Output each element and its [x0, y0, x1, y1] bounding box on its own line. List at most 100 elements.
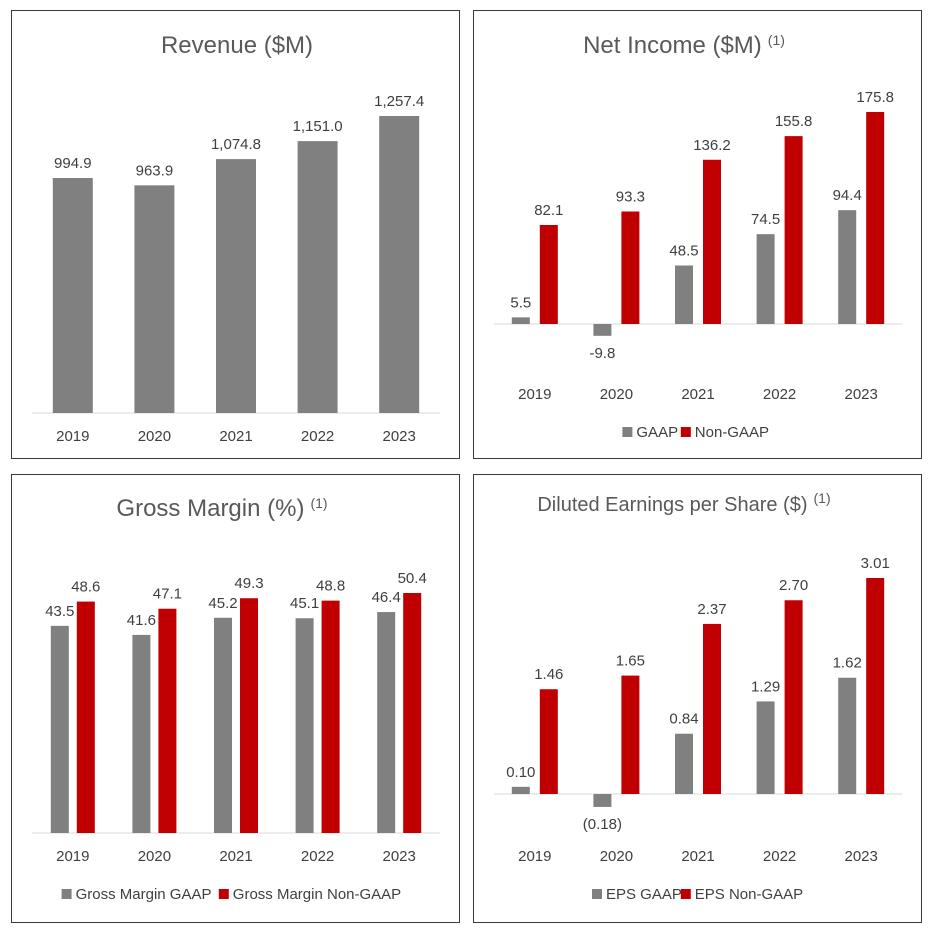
bar-gross-margin-non-gaap-2022 [321, 600, 340, 833]
legend-swatch [680, 889, 691, 899]
data-label: 5.5 [510, 294, 531, 311]
legend-swatch [680, 427, 691, 437]
legend-label: Gross Margin Non-GAAP [233, 886, 401, 903]
x-tick-label: 2021 [681, 386, 714, 403]
data-label: 74.5 [751, 211, 780, 228]
bar-eps-gaap-2019 [511, 786, 530, 794]
x-tick-label: 2019 [518, 848, 551, 865]
bar-gross-margin-non-gaap-2023 [403, 593, 422, 833]
legend-label: EPS GAAP [606, 886, 682, 903]
legend-label: EPS Non-GAAP [695, 886, 803, 903]
data-label: 0.84 [669, 711, 698, 728]
x-tick-label: 2019 [518, 386, 551, 403]
footnote-marker: (1) [768, 32, 785, 48]
data-label: 48.8 [316, 578, 345, 595]
bar-eps-gaap-2020 [593, 794, 612, 807]
x-tick-label: 2023 [383, 848, 416, 865]
bar-gross-margin-gaap-2021 [214, 617, 232, 833]
x-tick-label: 2019 [56, 428, 89, 445]
legend-swatch [218, 889, 229, 899]
gross-margin-chart-panel: Gross Margin (%) (1) 43.5 48.6 2019 41.6 47.1 2… [11, 474, 460, 923]
bar-non-gaap-2021 [703, 159, 721, 324]
bar-non-gaap-2022 [784, 136, 803, 324]
revenue-svg: Revenue ($M) 994.9 2019 963.9 2020 1,074.8 202… [32, 32, 440, 445]
bar-non-gaap-2019 [539, 224, 558, 324]
net-income-chart-panel: Net Income ($M) (1) 5.5 82.1 2019 -9.8 93.3 202… [473, 10, 922, 459]
bar-gaap-2021 [675, 265, 693, 324]
x-tick-label: 2020 [600, 386, 633, 403]
x-tick-label: 2021 [219, 428, 252, 445]
bar-gross-margin-gaap-2019 [50, 625, 69, 833]
data-label: 1.46 [534, 666, 563, 683]
data-label: -9.8 [589, 345, 615, 362]
data-label: 45.2 [208, 595, 237, 612]
footnote-marker: (1) [814, 490, 831, 506]
data-label: 46.4 [372, 589, 401, 606]
bar-non-gaap-2023 [866, 112, 885, 324]
bar-revenue-2021 [216, 159, 256, 413]
bar-eps-non-gaap-2019 [539, 689, 558, 794]
x-tick-label: 2022 [763, 848, 796, 865]
x-tick-label: 2023 [383, 428, 416, 445]
data-label: 41.6 [127, 612, 156, 629]
data-label: 3.01 [861, 555, 890, 572]
chart-title: Diluted Earnings per Share ($) (1) [537, 490, 830, 516]
data-label: 43.5 [45, 603, 74, 620]
data-label: 1.62 [833, 655, 862, 672]
data-label: 0.10 [506, 764, 535, 781]
legend-label: Non-GAAP [695, 424, 769, 441]
bar-gaap-2022 [756, 234, 775, 324]
revenue-chart-panel: Revenue ($M) 994.9 2019 963.9 2020 1,074.8 202… [11, 10, 460, 459]
x-tick-label: 2021 [219, 848, 252, 865]
x-tick-label: 2020 [600, 848, 633, 865]
x-tick-label: 2020 [138, 848, 171, 865]
legend: Gross Margin GAAP Gross Margin Non-GAAP [61, 886, 401, 903]
legend-label: GAAP [636, 424, 678, 441]
data-label: 82.1 [534, 202, 563, 219]
footnote-marker: (1) [310, 495, 327, 511]
legend: GAAP Non-GAAP [622, 424, 769, 441]
x-tick-label: 2023 [845, 386, 878, 403]
eps-svg: Diluted Earnings per Share ($) (1) 0.10 1.4… [494, 490, 902, 903]
data-label: 45.1 [290, 595, 319, 612]
bar-eps-non-gaap-2021 [703, 623, 721, 794]
x-tick-label: 2023 [845, 848, 878, 865]
data-label: 1.65 [616, 653, 645, 670]
bar-revenue-2022 [297, 141, 338, 413]
data-label: 49.3 [234, 575, 263, 592]
legend-label: Gross Margin GAAP [76, 886, 212, 903]
x-tick-label: 2022 [301, 848, 334, 865]
x-tick-label: 2022 [301, 428, 334, 445]
eps-chart-panel: Diluted Earnings per Share ($) (1) 0.10 1.4… [473, 474, 922, 923]
x-tick-label: 2020 [138, 428, 171, 445]
legend-swatch [622, 427, 633, 437]
data-label: (0.18) [583, 816, 622, 833]
chart-title: Revenue ($M) [161, 32, 313, 59]
data-label: 50.4 [398, 570, 427, 587]
x-tick-label: 2022 [763, 386, 796, 403]
bar-eps-gaap-2023 [838, 677, 857, 794]
bar-gross-margin-gaap-2022 [295, 618, 314, 833]
net-income-svg: Net Income ($M) (1) 5.5 82.1 2019 -9.8 93.3 202… [494, 32, 902, 441]
bar-eps-non-gaap-2022 [784, 600, 803, 794]
bar-gross-margin-non-gaap-2019 [76, 601, 95, 833]
bar-gaap-2023 [838, 210, 857, 324]
data-label: 136.2 [693, 137, 731, 154]
bar-eps-gaap-2022 [756, 701, 775, 794]
bar-eps-gaap-2021 [675, 733, 693, 794]
data-label: 48.6 [71, 579, 100, 596]
data-label: 1.29 [751, 678, 780, 695]
bar-gross-margin-gaap-2020 [132, 634, 151, 833]
legend-swatch [61, 889, 72, 899]
data-label: 963.9 [136, 162, 174, 179]
data-label: 2.37 [697, 601, 726, 618]
data-label: 93.3 [616, 188, 645, 205]
chart-title: Gross Margin (%) (1) [116, 495, 327, 522]
data-label: 175.8 [856, 89, 894, 106]
bar-gross-margin-non-gaap-2020 [158, 608, 177, 833]
bar-gross-margin-non-gaap-2021 [240, 598, 258, 833]
data-label: 2.70 [779, 577, 808, 594]
data-label: 1,074.8 [211, 136, 261, 153]
data-label: 47.1 [153, 586, 182, 603]
bar-gross-margin-gaap-2023 [377, 612, 396, 833]
